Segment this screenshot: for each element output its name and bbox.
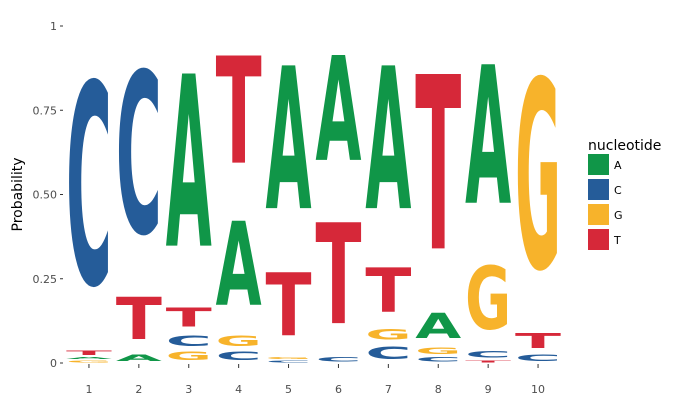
x-tick-label: 10 [531, 383, 545, 396]
y-tick-label: 0 [50, 357, 57, 370]
logo-letter-t: T [465, 360, 512, 363]
logo-letter-g: G [266, 356, 312, 359]
x-tick-label: 5 [285, 383, 292, 396]
logo-letter-c: C [365, 343, 411, 363]
logo-letter-c: C [166, 333, 212, 350]
legend-label: G [614, 209, 623, 222]
logo-letter-t: T [415, 28, 461, 306]
logo-letter-t: T [315, 195, 361, 356]
logo-letter-a: A [365, 28, 411, 255]
x-tick-label: 1 [85, 383, 92, 396]
logo-letter-a: A [465, 27, 511, 248]
x-tick-label: 9 [485, 383, 492, 396]
y-tick-label: 1 [50, 20, 57, 33]
logo-letter-c: C [465, 349, 511, 359]
x-tick-label: 8 [435, 383, 442, 396]
logo-letter-a: A [66, 356, 113, 359]
logo-letter-a: A [216, 198, 262, 332]
logo-letter-g: G [415, 346, 461, 356]
logo-letter-g: G [465, 249, 511, 350]
logo-letter-c: C [266, 360, 312, 363]
logo-letter-t: T [66, 350, 112, 357]
x-tick-label: 2 [135, 383, 142, 396]
legend-label: T [613, 234, 621, 247]
x-tick-label: 6 [335, 383, 342, 396]
logo-letter-t: T [515, 329, 561, 352]
logo-letter-t: T [365, 257, 411, 327]
legend-key-a [588, 154, 609, 175]
legend-key-g [588, 204, 609, 225]
logo-letter-a: A [415, 307, 461, 347]
legend-key-c [588, 179, 609, 200]
logo-letter-c: C [216, 349, 262, 363]
logo-letter-g: G [216, 333, 262, 350]
logo-letter-t: T [166, 303, 212, 333]
logo-letter-c: C [66, 28, 112, 349]
logo-column: CTG [515, 28, 561, 363]
logo-letter-c: C [415, 356, 461, 363]
logo-column: CTA [315, 27, 361, 363]
logo-letter-a: A [166, 26, 212, 302]
logo-column: ATC [116, 28, 162, 363]
logo-letter-g: G [515, 28, 561, 329]
y-tick-label: 0.75 [33, 104, 58, 117]
legend-label: C [614, 184, 622, 197]
legend-key-t [588, 229, 609, 250]
x-tick-label: 4 [235, 383, 242, 396]
logo-letter-a: A [116, 353, 162, 363]
y-tick-label: 0.25 [33, 273, 58, 286]
logo-letter-g: G [66, 360, 112, 363]
logo-letter-a: A [266, 28, 312, 255]
y-axis: 0 0.25 0.50 0.75 1 [33, 20, 63, 370]
x-axis: 1 2 3 4 5 6 7 8 9 10 [85, 364, 545, 396]
y-axis-title: Probability [10, 157, 26, 231]
logo-letter-t: T [116, 286, 162, 353]
logo-letter-g: G [166, 349, 212, 363]
logo-letter-t: T [266, 256, 312, 356]
x-tick-label: 3 [185, 383, 192, 396]
legend-label: A [614, 159, 622, 172]
logo-letter-c: C [116, 28, 162, 285]
legend-title: nucleotide [588, 138, 661, 154]
y-tick-label: 0.50 [33, 189, 58, 202]
logo-letter-c: C [515, 353, 561, 363]
logo-letter-a: A [315, 27, 361, 194]
x-tick-label: 7 [385, 383, 392, 396]
logo-letter-g: G [365, 326, 411, 343]
logo-letter-c: C [315, 356, 361, 363]
logo-letter-t: T [216, 26, 262, 197]
